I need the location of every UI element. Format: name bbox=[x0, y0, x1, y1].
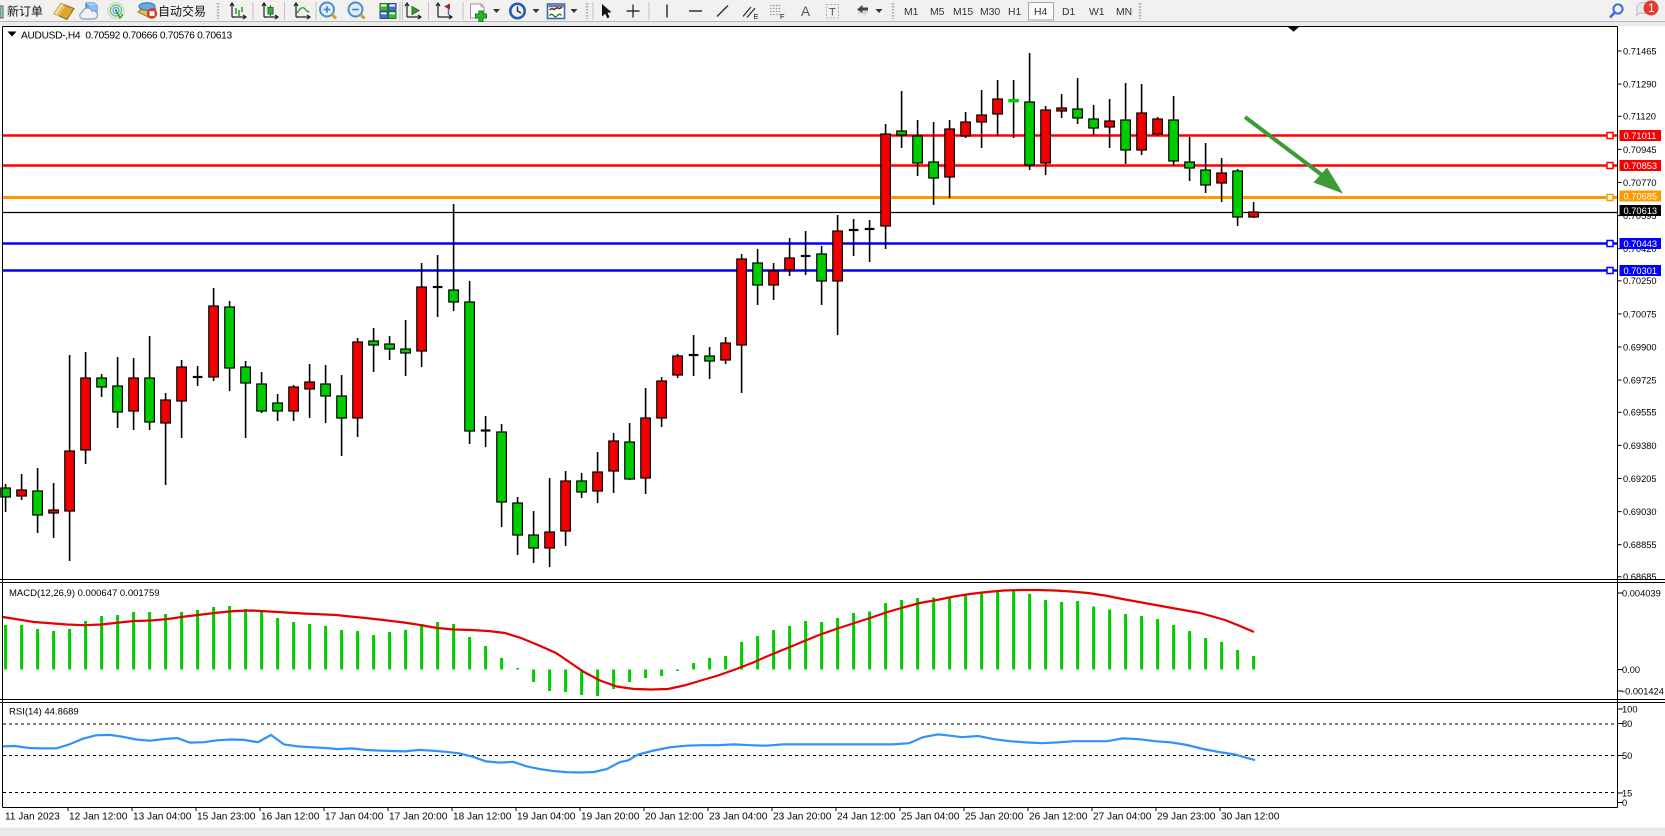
svg-text:D1: D1 bbox=[1062, 7, 1076, 18]
svg-text:H4: H4 bbox=[1034, 7, 1048, 18]
svg-text:15 Jan 23:00: 15 Jan 23:00 bbox=[197, 812, 256, 823]
svg-text:0.69900: 0.69900 bbox=[1623, 342, 1657, 352]
svg-text:0.70420: 0.70420 bbox=[1623, 244, 1657, 254]
svg-text:0.70770: 0.70770 bbox=[1623, 178, 1657, 188]
svg-text:新订单: 新订单 bbox=[7, 4, 43, 19]
svg-text:19 Jan 04:00: 19 Jan 04:00 bbox=[517, 812, 576, 823]
svg-text:25 Jan 04:00: 25 Jan 04:00 bbox=[901, 812, 960, 823]
svg-text:0.71465: 0.71465 bbox=[1623, 46, 1657, 56]
svg-text:AUDUSD-,H4 0.70592 0.70666 0.: AUDUSD-,H4 0.70592 0.70666 0.70576 0.706… bbox=[21, 31, 232, 42]
svg-text:-0.001424: -0.001424 bbox=[1622, 687, 1664, 697]
svg-text:H1: H1 bbox=[1008, 7, 1022, 18]
svg-text:自动交易: 自动交易 bbox=[158, 4, 206, 19]
svg-text:23 Jan 20:00: 23 Jan 20:00 bbox=[773, 812, 832, 823]
svg-text:0.00: 0.00 bbox=[1622, 665, 1640, 675]
svg-text:W1: W1 bbox=[1089, 7, 1105, 18]
svg-text:MACD(12,26,9) 0.000647 0.00175: MACD(12,26,9) 0.000647 0.001759 bbox=[9, 588, 160, 599]
svg-text:0.70613: 0.70613 bbox=[1624, 206, 1658, 216]
svg-text:17 Jan 20:00: 17 Jan 20:00 bbox=[389, 812, 448, 823]
svg-text:M5: M5 bbox=[930, 7, 945, 18]
svg-text:M15: M15 bbox=[953, 7, 973, 18]
svg-text:15: 15 bbox=[1622, 789, 1632, 799]
svg-text:20 Jan 12:00: 20 Jan 12:00 bbox=[645, 812, 704, 823]
svg-text:0.68855: 0.68855 bbox=[1623, 540, 1657, 550]
svg-text:0.70685: 0.70685 bbox=[1624, 191, 1658, 201]
svg-text:13 Jan 04:00: 13 Jan 04:00 bbox=[133, 812, 192, 823]
svg-text:0.004039: 0.004039 bbox=[1622, 589, 1661, 599]
svg-text:24 Jan 12:00: 24 Jan 12:00 bbox=[837, 812, 896, 823]
svg-text:0: 0 bbox=[1622, 798, 1627, 808]
svg-text:0.69725: 0.69725 bbox=[1623, 376, 1657, 386]
svg-text:0.69380: 0.69380 bbox=[1623, 441, 1657, 451]
svg-text:0.71011: 0.71011 bbox=[1624, 131, 1657, 141]
svg-text:E: E bbox=[754, 12, 759, 21]
svg-text:18 Jan 12:00: 18 Jan 12:00 bbox=[453, 812, 512, 823]
svg-text:100: 100 bbox=[1622, 705, 1638, 715]
svg-text:0.70945: 0.70945 bbox=[1623, 145, 1657, 155]
svg-text:27 Jan 04:00: 27 Jan 04:00 bbox=[1093, 812, 1152, 823]
svg-text:0.70853: 0.70853 bbox=[1624, 161, 1658, 171]
svg-text:29 Jan 23:00: 29 Jan 23:00 bbox=[1157, 812, 1216, 823]
svg-text:1: 1 bbox=[1648, 3, 1654, 15]
svg-text:17 Jan 04:00: 17 Jan 04:00 bbox=[325, 812, 384, 823]
svg-text:RSI(14) 44.8689: RSI(14) 44.8689 bbox=[9, 707, 79, 718]
svg-text:0.69030: 0.69030 bbox=[1623, 507, 1657, 517]
svg-text:0.70250: 0.70250 bbox=[1623, 276, 1657, 286]
svg-text:0.70075: 0.70075 bbox=[1623, 309, 1657, 319]
svg-text:50: 50 bbox=[1622, 751, 1632, 761]
svg-text:M1: M1 bbox=[904, 7, 919, 18]
svg-text:M30: M30 bbox=[980, 7, 1000, 18]
svg-text:0.71290: 0.71290 bbox=[1623, 80, 1657, 90]
svg-text:26 Jan 12:00: 26 Jan 12:00 bbox=[1029, 812, 1088, 823]
svg-text:0.71120: 0.71120 bbox=[1623, 112, 1656, 122]
svg-text:12 Jan 12:00: 12 Jan 12:00 bbox=[69, 812, 128, 823]
svg-text:25 Jan 20:00: 25 Jan 20:00 bbox=[965, 812, 1024, 823]
svg-text:0.69205: 0.69205 bbox=[1623, 474, 1657, 484]
svg-text:80: 80 bbox=[1622, 719, 1632, 729]
svg-text:T: T bbox=[829, 7, 836, 19]
svg-text:16 Jan 12:00: 16 Jan 12:00 bbox=[261, 812, 320, 823]
svg-text:0.68685: 0.68685 bbox=[1623, 572, 1657, 582]
svg-text:0.70301: 0.70301 bbox=[1624, 266, 1658, 276]
svg-text:MN: MN bbox=[1116, 7, 1132, 18]
svg-text:0.70443: 0.70443 bbox=[1624, 239, 1658, 249]
svg-text:F: F bbox=[780, 12, 785, 21]
svg-text:30 Jan 12:00: 30 Jan 12:00 bbox=[1221, 812, 1280, 823]
svg-text:11 Jan 2023: 11 Jan 2023 bbox=[5, 812, 60, 823]
svg-text:19 Jan 20:00: 19 Jan 20:00 bbox=[581, 812, 640, 823]
svg-text:0.69555: 0.69555 bbox=[1623, 408, 1657, 418]
svg-text:23 Jan 04:00: 23 Jan 04:00 bbox=[709, 812, 768, 823]
svg-text:A: A bbox=[801, 4, 810, 19]
